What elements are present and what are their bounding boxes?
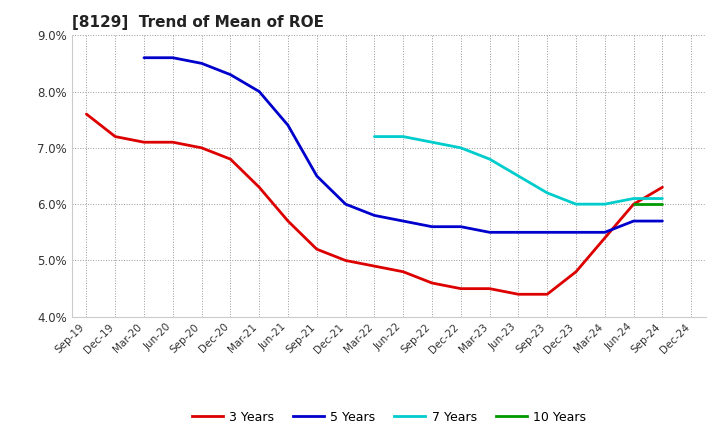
Legend: 3 Years, 5 Years, 7 Years, 10 Years: 3 Years, 5 Years, 7 Years, 10 Years [186, 406, 591, 429]
Text: [8129]  Trend of Mean of ROE: [8129] Trend of Mean of ROE [72, 15, 324, 30]
